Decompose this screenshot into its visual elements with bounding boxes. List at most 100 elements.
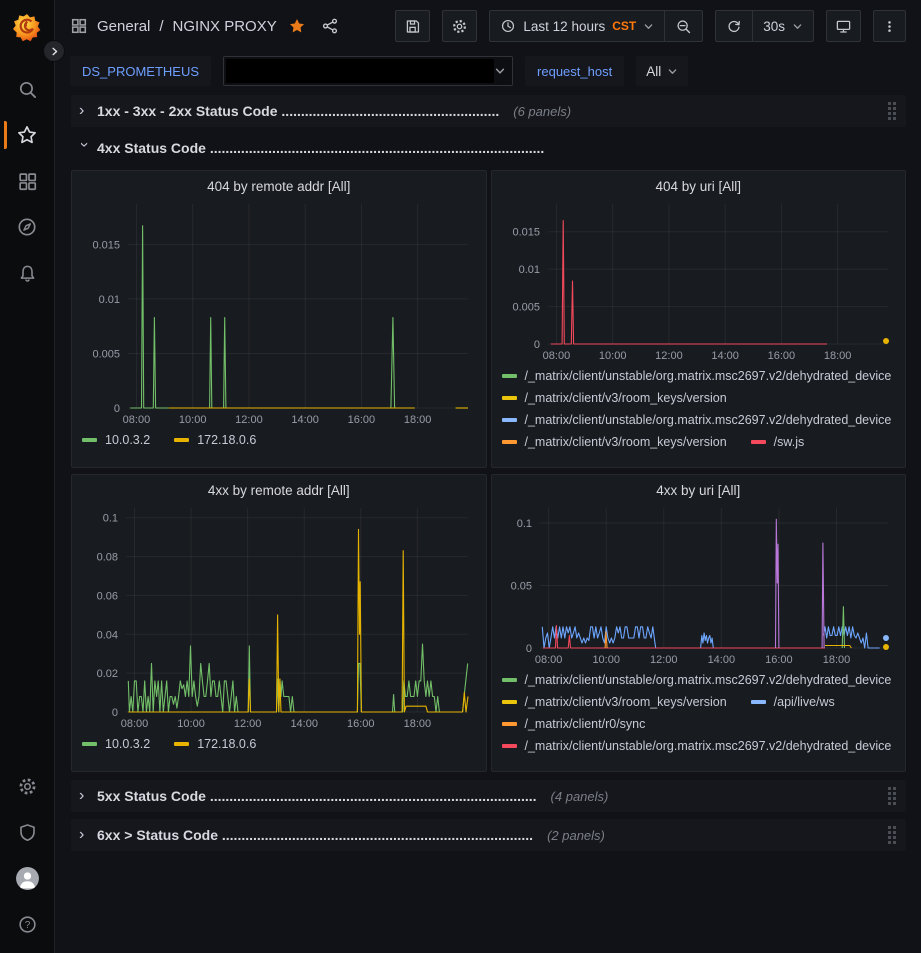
- legend-series-swatch-icon: [501, 374, 517, 378]
- svg-text:08:00: 08:00: [121, 718, 149, 730]
- sidebar-item-search[interactable]: [4, 66, 50, 112]
- panel-title[interactable]: 404 by remote addr [All]: [207, 179, 351, 194]
- breadcrumb-folder[interactable]: General: [97, 17, 151, 35]
- refresh-icon: [728, 20, 741, 33]
- chart-legend: 10.0.3.2 172.18.0.6: [82, 428, 476, 455]
- legend-item[interactable]: /api/live/ws: [750, 695, 835, 709]
- legend-series-swatch-icon: [501, 678, 517, 682]
- tv-mode-button[interactable]: [826, 10, 861, 42]
- legend-series-label: 10.0.3.2: [105, 433, 151, 447]
- variable-label-ds-prometheus[interactable]: DS_PROMETHEUS: [70, 56, 212, 86]
- legend-item[interactable]: 10.0.3.2: [82, 433, 150, 447]
- time-series-chart[interactable]: 0 0.05 0.1 08:00 10:00 12:00 14:00 16:00 18:00: [502, 500, 896, 668]
- legend-series-swatch-icon: [82, 742, 97, 746]
- legend-item[interactable]: /_matrix/client/v3/room_keys/version: [501, 435, 727, 449]
- sidebar-item-starred[interactable]: [4, 112, 50, 158]
- legend-item[interactable]: 172.18.0.6: [174, 433, 256, 447]
- legend-row: /_matrix/client/v3/room_keys/version/api…: [501, 695, 896, 709]
- legend-item[interactable]: /_matrix/client/v3/room_keys/version: [501, 695, 727, 709]
- chevron-down-icon: [792, 21, 803, 32]
- time-series-chart[interactable]: 0 0.005 0.01 0.015 08:00 10:00 12:00 14:00 16:00…: [82, 196, 476, 428]
- breadcrumb-dashboard-title[interactable]: NGINX PROXY: [172, 17, 277, 35]
- time-range-button[interactable]: Last 12 hours CST: [490, 11, 664, 41]
- sidebar-item-explore[interactable]: [4, 204, 50, 250]
- svg-text:14:00: 14:00: [707, 654, 735, 666]
- panel-title[interactable]: 4xx by uri [All]: [656, 483, 741, 498]
- sidebar-item-alerting[interactable]: [4, 250, 50, 296]
- sidebar-item-dashboards[interactable]: [4, 158, 50, 204]
- row-drag-handle-icon[interactable]: [886, 100, 898, 122]
- row-5xx[interactable]: › 5xx Status Code ......................…: [71, 780, 906, 812]
- row-title[interactable]: 5xx Status Code ........................…: [97, 788, 537, 804]
- legend-row: 10.0.3.2 172.18.0.6: [82, 737, 476, 751]
- legend-row: /_matrix/client/unstable/org.matrix.msc2…: [501, 739, 896, 753]
- legend-series-swatch-icon: [501, 440, 517, 444]
- row-title[interactable]: 1xx - 3xx - 2xx Status Code ............…: [97, 103, 500, 119]
- sidebar-expand-button[interactable]: [43, 40, 65, 62]
- datasource-variable-select[interactable]: [223, 56, 514, 86]
- legend-item[interactable]: /_matrix/client/v3/room_keys/version: [501, 391, 727, 405]
- svg-text:18:00: 18:00: [822, 654, 850, 666]
- shield-icon: [19, 823, 35, 841]
- time-series-chart[interactable]: 0 0.02 0.04 0.06 0.08 0.1 08:00 10:00 12:00 14:00…: [82, 500, 476, 732]
- svg-text:0.1: 0.1: [103, 513, 118, 525]
- legend-row: /_matrix/client/v3/room_keys/version: [501, 391, 896, 405]
- zoom-out-time-button[interactable]: [664, 11, 702, 41]
- svg-text:0: 0: [525, 643, 531, 655]
- star-icon: [18, 126, 36, 144]
- monitor-icon: [836, 20, 851, 33]
- sidebar-item-configuration[interactable]: [4, 763, 50, 809]
- panel-404-by-remote-addr: 404 by remote addr [All] 0 0.005 0.01 0.015…: [71, 170, 487, 468]
- legend-series-swatch-icon: [750, 700, 766, 704]
- sidebar-item-profile[interactable]: [4, 855, 50, 901]
- legend-item[interactable]: /_matrix/client/unstable/org.matrix.msc2…: [501, 369, 891, 383]
- variable-label-request-host[interactable]: request_host: [525, 56, 625, 86]
- share-icon[interactable]: [321, 17, 339, 35]
- save-dashboard-button[interactable]: [395, 10, 431, 42]
- legend-item[interactable]: /_matrix/client/unstable/org.matrix.msc2…: [501, 673, 891, 687]
- row-1xx-3xx-2xx[interactable]: › 1xx - 3xx - 2xx Status Code ..........…: [71, 95, 906, 127]
- legend-item[interactable]: /_matrix/client/r0/sync: [501, 717, 645, 731]
- request-host-selected: All: [646, 63, 662, 79]
- row-drag-handle-icon[interactable]: [886, 785, 898, 807]
- svg-text:16:00: 16:00: [765, 654, 793, 666]
- grafana-logo-icon[interactable]: [10, 10, 44, 44]
- refresh-interval-dropdown[interactable]: 30s: [752, 11, 813, 41]
- kebab-menu-icon: [888, 20, 891, 32]
- legend-series-swatch-icon: [501, 396, 517, 400]
- dashboard-settings-button[interactable]: [442, 10, 478, 42]
- more-options-button[interactable]: [873, 10, 906, 42]
- legend-row: 10.0.3.2 172.18.0.6: [82, 433, 476, 447]
- time-picker-group: Last 12 hours CST: [489, 10, 704, 42]
- legend-item[interactable]: /_matrix/client/unstable/org.matrix.msc2…: [501, 739, 892, 753]
- legend-item[interactable]: 172.18.0.6: [174, 737, 256, 751]
- panel-title[interactable]: 404 by uri [All]: [655, 179, 742, 194]
- legend-item[interactable]: /_matrix/client/unstable/org.matrix.msc2…: [501, 413, 891, 427]
- svg-text:0.06: 0.06: [97, 590, 118, 602]
- sidebar-item-help[interactable]: ?: [4, 901, 50, 947]
- row-title[interactable]: 4xx Status Code ........................…: [97, 140, 545, 156]
- chart-legend: /_matrix/client/unstable/org.matrix.msc2…: [501, 364, 896, 457]
- panel-title[interactable]: 4xx by remote addr [All]: [207, 483, 350, 498]
- chevron-down-icon: [667, 66, 678, 77]
- legend-series-swatch-icon: [174, 742, 190, 746]
- row-4xx[interactable]: › 4xx Status Code ......................…: [71, 134, 906, 162]
- row-drag-handle-icon[interactable]: [886, 824, 898, 846]
- question-circle-icon: ?: [18, 915, 36, 933]
- request-host-variable-value[interactable]: All: [636, 56, 689, 86]
- row-6xx[interactable]: › 6xx > Status Code ....................…: [71, 819, 906, 851]
- time-range-label: Last 12 hours: [523, 18, 606, 34]
- navbar-actions: Last 12 hours CST 30s: [395, 10, 906, 42]
- dashboard-submenu: DS_PROMETHEUS request_host All: [55, 52, 921, 90]
- svg-text:08:00: 08:00: [534, 654, 562, 666]
- legend-item[interactable]: 10.0.3.2: [82, 737, 150, 751]
- legend-series-label: /_matrix/client/unstable/org.matrix.msc2…: [524, 739, 892, 753]
- sidebar-item-server-admin[interactable]: [4, 809, 50, 855]
- apps-grid-icon[interactable]: [70, 17, 88, 35]
- row-title[interactable]: 6xx > Status Code ......................…: [97, 827, 534, 843]
- time-series-chart[interactable]: 0 0.005 0.01 0.015 08:00 10:00 12:00 14:00 16:00…: [502, 196, 896, 364]
- refresh-button[interactable]: [716, 11, 752, 41]
- favorite-star-icon[interactable]: [288, 17, 306, 35]
- svg-text:0: 0: [114, 403, 120, 415]
- legend-item[interactable]: /sw.js: [750, 435, 804, 449]
